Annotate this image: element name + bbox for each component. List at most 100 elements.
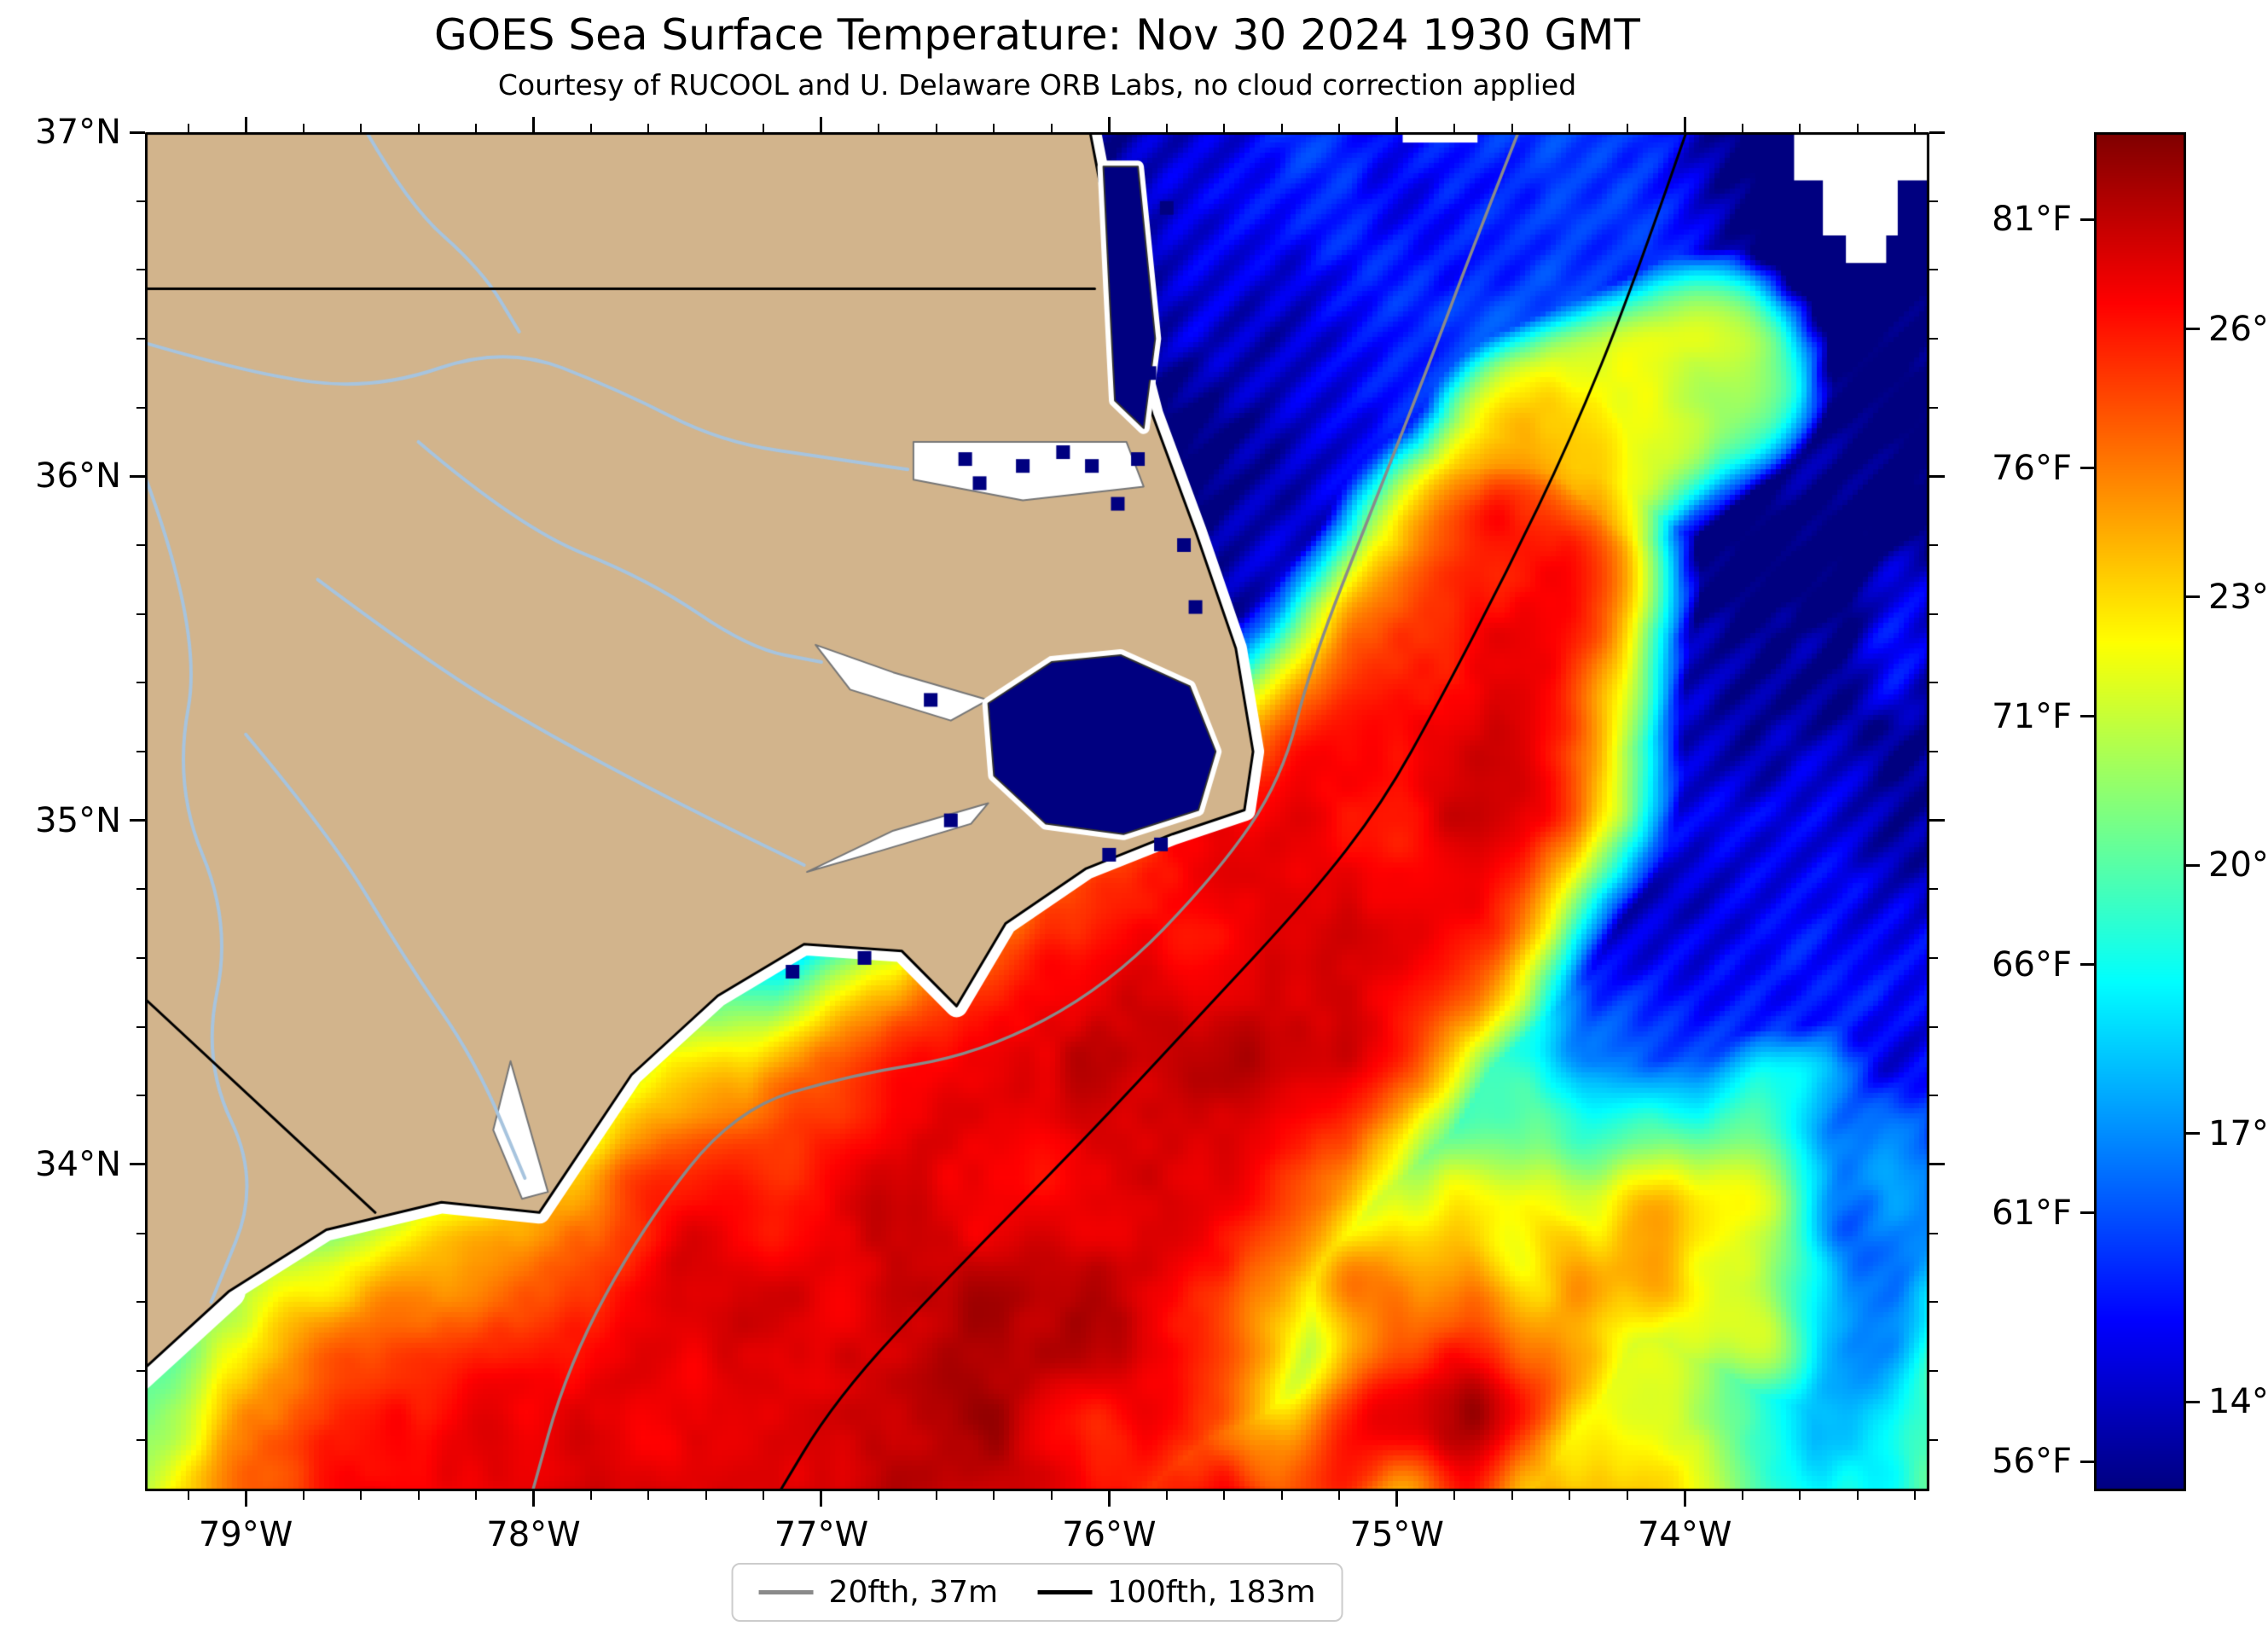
map-frame xyxy=(145,132,1929,1491)
colorbar-fahrenheit-label: 76°F xyxy=(1992,448,2072,488)
x-tick-mark-top xyxy=(1395,117,1399,132)
y-minor-tick-mark-right xyxy=(1929,956,1938,959)
x-minor-tick-mark xyxy=(1914,1491,1917,1500)
colorbar-celsius-label: 23°C xyxy=(2208,577,2268,617)
legend-item-100fth: 100fth, 183m xyxy=(1037,1575,1315,1610)
x-tick-mark-top xyxy=(820,117,823,132)
x-minor-tick-mark xyxy=(475,1491,478,1500)
colorbar-fahrenheit-label: 71°F xyxy=(1992,696,2072,736)
x-minor-tick-mark xyxy=(1050,1491,1053,1500)
y-minor-tick-mark-right xyxy=(1929,1025,1938,1028)
y-minor-tick-mark-right xyxy=(1929,406,1938,409)
y-minor-tick-mark xyxy=(136,750,145,752)
y-minor-tick-mark xyxy=(136,406,145,409)
y-tick-mark xyxy=(130,1163,145,1166)
legend-label-100fth: 100fth, 183m xyxy=(1107,1575,1316,1610)
x-minor-tick-mark xyxy=(1569,1491,1571,1500)
colorbar-celsius-tick xyxy=(2186,1132,2200,1135)
x-tick-label: 77°W xyxy=(774,1515,869,1554)
y-tick-mark-right xyxy=(1929,474,1945,478)
chart-subtitle: Courtesy of RUCOOL and U. Delaware ORB L… xyxy=(497,68,1577,102)
y-minor-tick-mark xyxy=(136,337,145,340)
y-tick-mark xyxy=(130,474,145,478)
x-tick-mark xyxy=(1395,1491,1399,1507)
x-tick-label: 74°W xyxy=(1637,1515,1732,1554)
y-tick-mark xyxy=(130,131,145,134)
colorbar-fahrenheit-tick xyxy=(2080,715,2094,718)
x-minor-tick-mark xyxy=(1511,1491,1513,1500)
y-minor-tick-mark xyxy=(136,1232,145,1234)
x-minor-tick-mark-top xyxy=(1280,124,1283,132)
y-minor-tick-mark xyxy=(136,1438,145,1441)
x-minor-tick-mark xyxy=(935,1491,937,1500)
y-minor-tick-mark xyxy=(136,1301,145,1304)
y-minor-tick-mark-right xyxy=(1929,1369,1938,1372)
x-minor-tick-mark xyxy=(647,1491,650,1500)
x-minor-tick-mark-top xyxy=(302,124,305,132)
colorbar-fahrenheit-label: 61°F xyxy=(1992,1193,2072,1233)
x-tick-mark-top xyxy=(244,117,247,132)
y-minor-tick-mark xyxy=(136,1095,145,1097)
y-tick-mark-right xyxy=(1929,131,1945,134)
y-tick-mark-right xyxy=(1929,1163,1945,1166)
x-minor-tick-mark xyxy=(1223,1491,1226,1500)
colorbar-fahrenheit-tick xyxy=(2080,1460,2094,1463)
x-minor-tick-mark-top xyxy=(590,124,592,132)
x-minor-tick-mark-top xyxy=(187,124,189,132)
y-minor-tick-mark-right xyxy=(1929,200,1938,202)
colorbar-celsius-label: 17°C xyxy=(2208,1113,2268,1153)
x-minor-tick-mark xyxy=(705,1491,707,1500)
y-tick-label: 37°N xyxy=(35,113,121,152)
chart-title: GOES Sea Surface Temperature: Nov 30 202… xyxy=(434,10,1640,60)
legend-label-20fth: 20fth, 37m xyxy=(828,1575,999,1610)
x-minor-tick-mark-top xyxy=(1914,124,1917,132)
x-tick-mark xyxy=(820,1491,823,1507)
colorbar-fahrenheit-tick xyxy=(2080,467,2094,470)
colorbar-celsius-label: 26°C xyxy=(2208,309,2268,349)
x-tick-label: 79°W xyxy=(198,1515,293,1554)
x-minor-tick-mark xyxy=(1856,1491,1859,1500)
y-tick-label: 35°N xyxy=(35,800,121,840)
x-minor-tick-mark-top xyxy=(935,124,937,132)
colorbar-celsius-label: 14°C xyxy=(2208,1382,2268,1422)
y-minor-tick-mark-right xyxy=(1929,543,1938,546)
y-minor-tick-mark-right xyxy=(1929,888,1938,891)
x-tick-mark-top xyxy=(1107,117,1111,132)
y-minor-tick-mark xyxy=(136,1025,145,1028)
x-minor-tick-mark-top xyxy=(1569,124,1571,132)
x-minor-tick-mark-top xyxy=(763,124,765,132)
y-minor-tick-mark xyxy=(136,956,145,959)
legend-line-100fth-icon xyxy=(1037,1590,1093,1594)
x-tick-mark xyxy=(244,1491,247,1507)
colorbar-fahrenheit-tick xyxy=(2080,963,2094,967)
x-minor-tick-mark xyxy=(1338,1491,1341,1500)
x-tick-mark xyxy=(1107,1491,1111,1507)
x-minor-tick-mark-top xyxy=(878,124,880,132)
x-tick-mark-top xyxy=(532,117,536,132)
x-minor-tick-mark-top xyxy=(647,124,650,132)
x-minor-tick-mark-top xyxy=(993,124,995,132)
x-minor-tick-mark xyxy=(360,1491,363,1500)
colorbar-celsius-label: 20°C xyxy=(2208,845,2268,886)
x-minor-tick-mark xyxy=(590,1491,592,1500)
contour-legend: 20fth, 37m 100fth, 183m xyxy=(731,1563,1343,1622)
colorbar xyxy=(2094,132,2186,1491)
sst-map-canvas xyxy=(145,132,1929,1491)
colorbar-celsius-tick xyxy=(2186,595,2200,599)
x-minor-tick-mark xyxy=(1280,1491,1283,1500)
x-tick-mark xyxy=(1683,1491,1686,1507)
colorbar-fahrenheit-label: 66°F xyxy=(1992,944,2072,984)
y-minor-tick-mark-right xyxy=(1929,269,1938,271)
colorbar-fahrenheit-label: 56°F xyxy=(1992,1442,2072,1482)
y-minor-tick-mark xyxy=(136,888,145,891)
y-minor-tick-mark-right xyxy=(1929,750,1938,752)
colorbar-fahrenheit-tick xyxy=(2080,218,2094,221)
x-minor-tick-mark xyxy=(417,1491,420,1500)
colorbar-celsius-tick xyxy=(2186,1400,2200,1403)
x-tick-label: 78°W xyxy=(486,1515,581,1554)
x-minor-tick-mark xyxy=(878,1491,880,1500)
y-tick-mark-right xyxy=(1929,819,1945,822)
legend-item-20fth: 20fth, 37m xyxy=(758,1575,999,1610)
x-tick-label: 76°W xyxy=(1062,1515,1157,1554)
